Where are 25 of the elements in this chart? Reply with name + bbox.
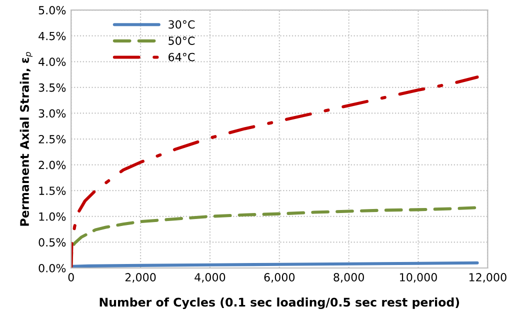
x-tick-label: 2,000 [125,273,156,283]
y-tick-label: 0.0% [38,264,66,272]
y-tick-label: 1.5% [39,186,66,195]
legend-label: 50°C [168,36,195,45]
y-tick-label: 3.5% [38,83,66,92]
y-tick-label: 2.5% [38,135,66,144]
y-tick-label: 0.5% [38,238,66,247]
x-tick-label: 6,000 [264,273,295,283]
legend-label: 64°C [168,52,195,62]
y-tick-label: 2.0% [38,160,66,170]
x-axis-title: Number of Cycles (0.1 sec loading/0.5 sec rest period) [100,298,460,310]
x-tick-label: 4,000 [194,273,226,283]
y-tick-label: 1.0% [39,212,66,221]
x-tick-label: 0 [68,273,74,282]
line-series [71,76,479,268]
y-tick-label: 3.0% [38,109,66,118]
y-axis-title: Permanent Axial Strain, ε$_{p}$ [20,52,32,226]
x-tick-label: 8,000 [334,273,364,283]
y-tick-label: 4.5% [38,32,66,40]
x-tick-label: 12,000 [469,273,506,283]
y-tick-label: 4.0% [38,58,66,66]
line-series [71,206,479,268]
x-tick-label: 10,000 [400,273,437,283]
y-tick-label: 5.0% [38,6,66,14]
legend-label: 30°C [168,20,195,29]
